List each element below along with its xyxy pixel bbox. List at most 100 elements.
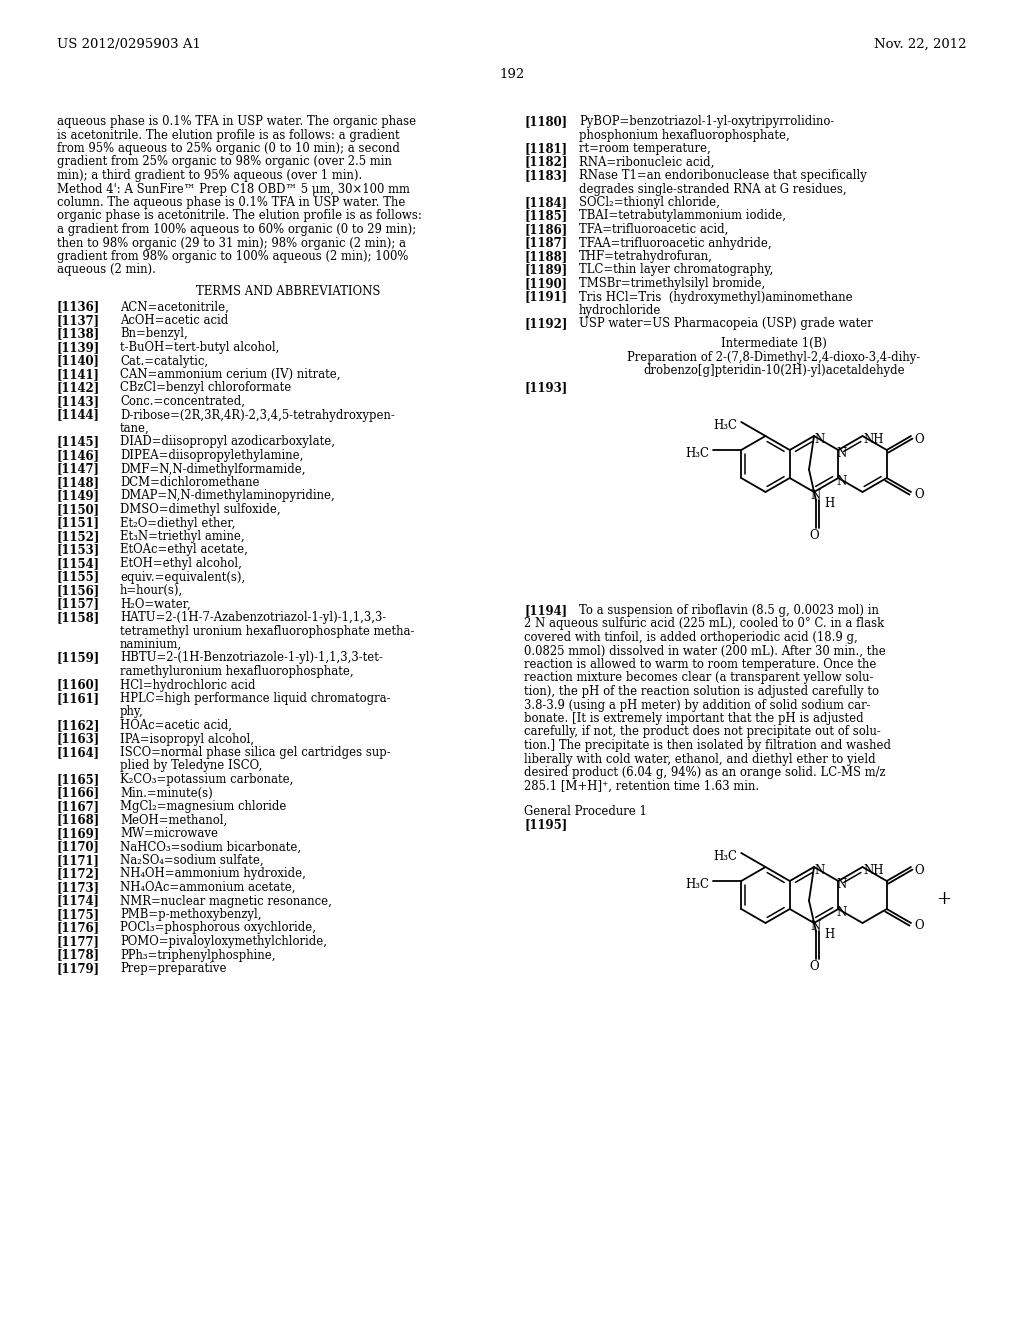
Text: Min.=minute(s): Min.=minute(s): [120, 787, 213, 800]
Text: [1148]: [1148]: [57, 477, 100, 488]
Text: [1142]: [1142]: [57, 381, 100, 395]
Text: H₃C: H₃C: [685, 878, 710, 891]
Text: CBzCl=benzyl chloroformate: CBzCl=benzyl chloroformate: [120, 381, 291, 395]
Text: [1141]: [1141]: [57, 368, 100, 381]
Text: POCl₃=phosphorous oxychloride,: POCl₃=phosphorous oxychloride,: [120, 921, 316, 935]
Text: TERMS AND ABBREVIATIONS: TERMS AND ABBREVIATIONS: [196, 285, 380, 298]
Text: bonate. [It is extremely important that the pH is adjusted: bonate. [It is extremely important that …: [524, 711, 863, 725]
Text: H₃C: H₃C: [685, 447, 710, 459]
Text: [1139]: [1139]: [57, 341, 100, 354]
Text: [1151]: [1151]: [57, 516, 100, 529]
Text: desired product (6.04 g, 94%) as an orange solid. LC-MS m/z: desired product (6.04 g, 94%) as an oran…: [524, 766, 886, 779]
Text: THF=tetrahydrofuran,: THF=tetrahydrofuran,: [579, 249, 713, 263]
Text: Method 4': A SunFire™ Prep C18 OBD™ 5 μm, 30×100 mm: Method 4': A SunFire™ Prep C18 OBD™ 5 μm…: [57, 182, 410, 195]
Text: [1159]: [1159]: [57, 652, 100, 664]
Text: tion.] The precipitate is then isolated by filtration and washed: tion.] The precipitate is then isolated …: [524, 739, 891, 752]
Text: N: N: [837, 447, 847, 459]
Text: [1140]: [1140]: [57, 355, 100, 367]
Text: N: N: [810, 920, 820, 933]
Text: [1138]: [1138]: [57, 327, 100, 341]
Text: MeOH=methanol,: MeOH=methanol,: [120, 813, 227, 826]
Text: [1147]: [1147]: [57, 462, 100, 475]
Text: H: H: [824, 928, 835, 941]
Text: [1158]: [1158]: [57, 611, 100, 624]
Text: [1165]: [1165]: [57, 774, 100, 785]
Text: Conc.=concentrated,: Conc.=concentrated,: [120, 395, 245, 408]
Text: [1155]: [1155]: [57, 570, 100, 583]
Text: CAN=ammonium cerium (IV) nitrate,: CAN=ammonium cerium (IV) nitrate,: [120, 368, 341, 381]
Text: Intermediate 1(B): Intermediate 1(B): [721, 337, 827, 350]
Text: N: N: [814, 433, 824, 446]
Text: RNase T1=an endoribonuclease that specifically: RNase T1=an endoribonuclease that specif…: [579, 169, 867, 182]
Text: Prep=preparative: Prep=preparative: [120, 962, 226, 975]
Text: DMSO=dimethyl sulfoxide,: DMSO=dimethyl sulfoxide,: [120, 503, 281, 516]
Text: [1145]: [1145]: [57, 436, 100, 449]
Text: US 2012/0295903 A1: US 2012/0295903 A1: [57, 38, 201, 51]
Text: reaction is allowed to warm to room temperature. Once the: reaction is allowed to warm to room temp…: [524, 657, 877, 671]
Text: t-BuOH=tert-butyl alcohol,: t-BuOH=tert-butyl alcohol,: [120, 341, 280, 354]
Text: DMF=N,N-dimethylformamide,: DMF=N,N-dimethylformamide,: [120, 462, 305, 475]
Text: NH: NH: [863, 433, 884, 446]
Text: RNA=ribonucleic acid,: RNA=ribonucleic acid,: [579, 156, 715, 169]
Text: DIPEA=diisopropylethylamine,: DIPEA=diisopropylethylamine,: [120, 449, 303, 462]
Text: [1167]: [1167]: [57, 800, 100, 813]
Text: H₃C: H₃C: [714, 418, 737, 432]
Text: USP water=US Pharmacopeia (USP) grade water: USP water=US Pharmacopeia (USP) grade wa…: [579, 318, 872, 330]
Text: [1189]: [1189]: [524, 264, 567, 276]
Text: IPA=isopropyl alcohol,: IPA=isopropyl alcohol,: [120, 733, 254, 746]
Text: [1183]: [1183]: [524, 169, 567, 182]
Text: HBTU=2-(1H-Benzotriazole-1-yl)-1,1,3,3-tet-: HBTU=2-(1H-Benzotriazole-1-yl)-1,1,3,3-t…: [120, 652, 383, 664]
Text: a gradient from 100% aqueous to 60% organic (0 to 29 min);: a gradient from 100% aqueous to 60% orga…: [57, 223, 416, 236]
Text: [1156]: [1156]: [57, 583, 100, 597]
Text: NH₄OAc=ammonium acetate,: NH₄OAc=ammonium acetate,: [120, 880, 296, 894]
Text: tetramethyl uronium hexafluorophosphate metha-: tetramethyl uronium hexafluorophosphate …: [120, 624, 415, 638]
Text: Et₃N=triethyl amine,: Et₃N=triethyl amine,: [120, 531, 245, 543]
Text: gradient from 98% organic to 100% aqueous (2 min); 100%: gradient from 98% organic to 100% aqueou…: [57, 249, 409, 263]
Text: [1149]: [1149]: [57, 490, 100, 503]
Text: [1179]: [1179]: [57, 962, 100, 975]
Text: K₂CO₃=potassium carbonate,: K₂CO₃=potassium carbonate,: [120, 774, 293, 785]
Text: General Procedure 1: General Procedure 1: [524, 805, 647, 818]
Text: [1162]: [1162]: [57, 719, 100, 733]
Text: N: N: [810, 488, 820, 502]
Text: NMR=nuclear magnetic resonance,: NMR=nuclear magnetic resonance,: [120, 895, 332, 908]
Text: [1153]: [1153]: [57, 544, 100, 557]
Text: Et₂O=diethyl ether,: Et₂O=diethyl ether,: [120, 516, 236, 529]
Text: [1181]: [1181]: [524, 143, 567, 154]
Text: [1169]: [1169]: [57, 828, 100, 840]
Text: [1157]: [1157]: [57, 598, 100, 610]
Text: 285.1 [M+H]⁺, retention time 1.63 min.: 285.1 [M+H]⁺, retention time 1.63 min.: [524, 780, 759, 792]
Text: [1161]: [1161]: [57, 692, 100, 705]
Text: N: N: [837, 906, 847, 919]
Text: ACN=acetonitrile,: ACN=acetonitrile,: [120, 301, 229, 314]
Text: aqueous (2 min).: aqueous (2 min).: [57, 264, 156, 276]
Text: AcOH=acetic acid: AcOH=acetic acid: [120, 314, 228, 327]
Text: TBAI=tetrabutylammonium iodide,: TBAI=tetrabutylammonium iodide,: [579, 210, 786, 223]
Text: [1150]: [1150]: [57, 503, 100, 516]
Text: is acetonitrile. The elution profile is as follows: a gradient: is acetonitrile. The elution profile is …: [57, 128, 399, 141]
Text: HCl=hydrochloric acid: HCl=hydrochloric acid: [120, 678, 256, 692]
Text: N: N: [814, 865, 824, 876]
Text: [1152]: [1152]: [57, 531, 100, 543]
Text: O: O: [914, 919, 924, 932]
Text: O: O: [914, 433, 924, 446]
Text: aqueous phase is 0.1% TFA in USP water. The organic phase: aqueous phase is 0.1% TFA in USP water. …: [57, 115, 416, 128]
Text: 192: 192: [500, 69, 524, 81]
Text: N: N: [837, 475, 847, 488]
Text: Preparation of 2-(7,8-Dimethyl-2,4-dioxo-3,4-dihy-: Preparation of 2-(7,8-Dimethyl-2,4-dioxo…: [628, 351, 921, 363]
Text: [1136]: [1136]: [57, 301, 100, 314]
Text: Tris HCl=Tris  (hydroxymethyl)aminomethane: Tris HCl=Tris (hydroxymethyl)aminomethan…: [579, 290, 853, 304]
Text: [1172]: [1172]: [57, 867, 100, 880]
Text: [1192]: [1192]: [524, 318, 567, 330]
Text: carefully, if not, the product does not precipitate out of solu-: carefully, if not, the product does not …: [524, 726, 881, 738]
Text: TMSBr=trimethylsilyl bromide,: TMSBr=trimethylsilyl bromide,: [579, 277, 765, 290]
Text: [1194]: [1194]: [524, 605, 567, 616]
Text: +: +: [936, 890, 951, 908]
Text: NH₄OH=ammonium hydroxide,: NH₄OH=ammonium hydroxide,: [120, 867, 306, 880]
Text: NaHCO₃=sodium bicarbonate,: NaHCO₃=sodium bicarbonate,: [120, 841, 301, 854]
Text: phy,: phy,: [120, 705, 143, 718]
Text: O: O: [914, 488, 924, 502]
Text: MW=microwave: MW=microwave: [120, 828, 218, 840]
Text: then to 98% organic (29 to 31 min); 98% organic (2 min); a: then to 98% organic (29 to 31 min); 98% …: [57, 236, 406, 249]
Text: [1184]: [1184]: [524, 195, 567, 209]
